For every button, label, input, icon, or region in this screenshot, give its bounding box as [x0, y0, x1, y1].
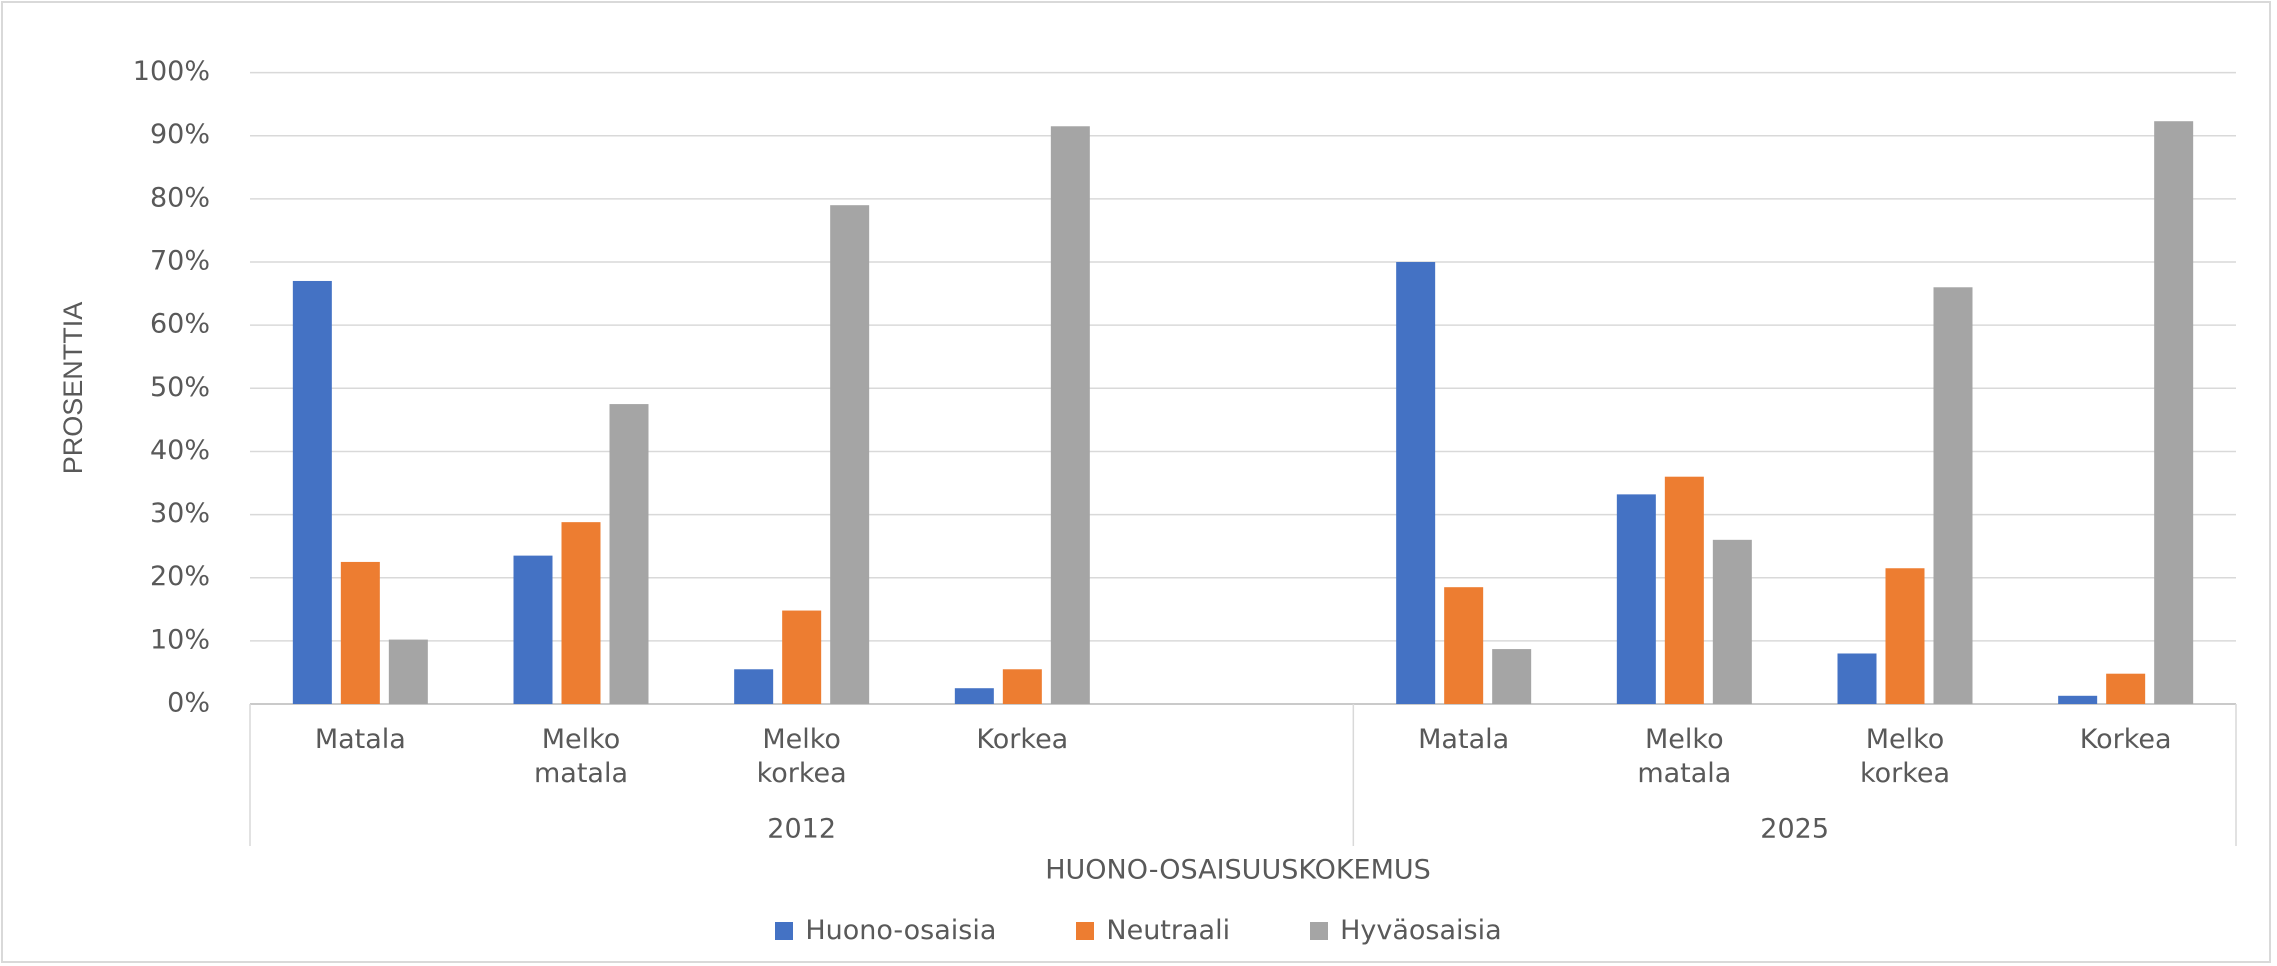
- y-tick-label: 30%: [150, 498, 210, 529]
- legend-swatch: [1310, 921, 1329, 940]
- y-tick-label: 10%: [150, 624, 210, 655]
- x-tick-label: Matala: [1418, 724, 1510, 755]
- group-label: 2012: [767, 814, 836, 845]
- bar: [782, 610, 822, 704]
- bar: [2058, 695, 2098, 704]
- bar: [513, 555, 553, 704]
- x-tick-label: Korkea: [976, 724, 1069, 755]
- y-axis-title: PROSENTTIA: [58, 302, 88, 475]
- bar: [609, 404, 649, 704]
- bar: [1396, 262, 1436, 704]
- x-tick-label: Melko korkea: [756, 724, 847, 789]
- x-tick-label: Melko matala: [533, 724, 629, 789]
- y-tick-label: 20%: [150, 561, 210, 592]
- legend: Huono-osaisia Neutraali Hyväosaisia: [0, 915, 2277, 946]
- bar: [1616, 494, 1656, 704]
- y-tick-label: 70%: [150, 246, 210, 277]
- y-tick-label: 90%: [150, 119, 210, 150]
- bar: [1050, 126, 1090, 705]
- bar: [1002, 669, 1042, 704]
- bar: [340, 561, 380, 704]
- bar: [561, 522, 601, 704]
- y-tick-label: 40%: [150, 435, 210, 466]
- bar: [2154, 121, 2194, 705]
- bar: [954, 688, 994, 704]
- legend-label: Hyväosaisia: [1340, 915, 1502, 946]
- y-tick-label: 60%: [150, 309, 210, 340]
- y-tick-label: 100%: [133, 56, 210, 87]
- y-tick-label: 80%: [150, 182, 210, 213]
- bar: [1492, 649, 1532, 704]
- bar: [1885, 568, 1925, 704]
- bar: [1933, 287, 1973, 704]
- bar: [830, 205, 870, 704]
- bar: [292, 280, 332, 704]
- y-tick-label: 0%: [167, 688, 210, 719]
- x-tick-label: Melko korkea: [1859, 724, 1951, 789]
- x-tick-label: Matala: [314, 724, 406, 755]
- x-tick-label: Melko matala: [1637, 724, 1732, 789]
- legend-label: Huono-osaisia: [805, 915, 997, 946]
- bar: [1444, 587, 1484, 704]
- bar: [1837, 653, 1877, 704]
- y-tick-label: 50%: [150, 372, 210, 403]
- group-label: 2025: [1760, 814, 1829, 845]
- legend-label: Neutraali: [1106, 915, 1231, 946]
- legend-item: Neutraali: [1076, 915, 1230, 946]
- x-tick-label: Korkea: [2079, 724, 2172, 755]
- bar: [1712, 539, 1752, 704]
- legend-item: Huono-osaisia: [775, 915, 996, 946]
- legend-swatch: [775, 921, 794, 940]
- bar: [2106, 673, 2146, 704]
- x-axis-title: HUONO-OSAISUUSKOKEMUS: [1045, 855, 1431, 886]
- legend-item: Hyväosaisia: [1310, 915, 1502, 946]
- bar: [734, 669, 774, 704]
- bar: [388, 639, 428, 704]
- bar: [1664, 476, 1704, 704]
- legend-swatch: [1076, 921, 1095, 940]
